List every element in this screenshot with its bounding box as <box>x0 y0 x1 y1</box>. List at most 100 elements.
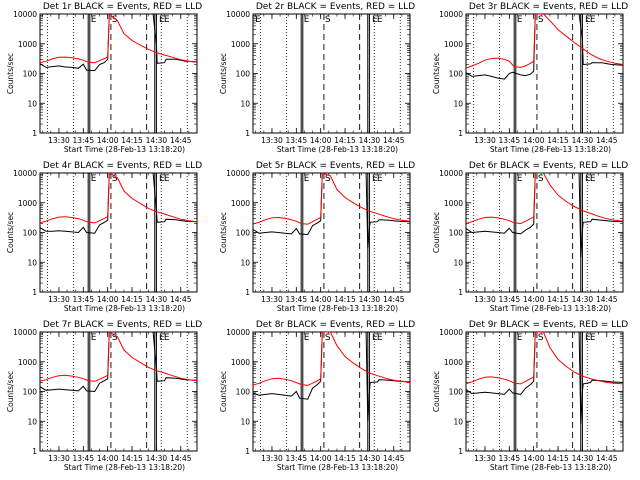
x-tick-label: 14:00 <box>523 295 545 304</box>
flag-label: S <box>112 333 118 343</box>
plot-frame <box>252 13 411 134</box>
y-tick-label: 1 <box>245 447 250 456</box>
x-tick-label: 14:00 <box>310 295 332 304</box>
panel-det-2: Det 2r BLACK = Events, RED = LLD 1 10 100 10… <box>219 2 415 154</box>
x-tick-label: 14:45 <box>170 295 192 304</box>
y-tick-label: 1 <box>458 129 463 138</box>
x-tick-label: 13:30 <box>48 454 70 463</box>
series-line-events <box>40 14 197 72</box>
y-tick-label: 10 <box>453 99 463 108</box>
flag-label: E <box>372 333 378 343</box>
x-tick-label: 14:45 <box>383 454 405 463</box>
panel-title: Det 8r BLACK = Events, RED = LLD <box>256 320 415 330</box>
x-tick-label: 14:00 <box>523 136 545 145</box>
flag-label: S <box>112 174 118 184</box>
plot-frame <box>39 172 198 293</box>
flag-label: E <box>159 15 165 25</box>
y-tick-label: 100 <box>23 388 38 397</box>
y-tick-label: 10 <box>453 258 463 267</box>
plot-frame <box>465 172 624 293</box>
y-tick-label: 100 <box>23 70 38 79</box>
y-tick-label: 10 <box>240 258 250 267</box>
x-tick-label: 14:15 <box>334 295 356 304</box>
x-tick-label: 14:45 <box>170 136 192 145</box>
x-tick-label: 13:45 <box>498 295 520 304</box>
x-tick-label: 13:45 <box>285 454 307 463</box>
y-tick-label: 100 <box>236 388 251 397</box>
y-axis-label: Counts/sec <box>219 371 228 412</box>
y-axis: 1 10 100 1000 10000 <box>13 328 197 456</box>
time-markers <box>47 332 188 451</box>
y-tick-label: 100 <box>236 70 251 79</box>
flag-label: E <box>585 333 591 343</box>
x-tick-label: 14:30 <box>572 136 594 145</box>
x-tick-label: 13:45 <box>498 454 520 463</box>
x-tick-label: 14:00 <box>310 454 332 463</box>
x-axis-label: Start Time (28-Feb-13 13:18:20) <box>490 304 611 313</box>
x-axis-label: Start Time (28-Feb-13 13:18:20) <box>490 463 611 472</box>
y-tick-label: 1000 <box>18 358 37 367</box>
series-line-lld <box>466 332 623 385</box>
x-tick-label: 13:30 <box>474 454 496 463</box>
y-axis-label: Counts/sec <box>6 212 15 253</box>
flag-label: E <box>585 15 591 25</box>
series-line-lld <box>253 173 410 225</box>
x-tick-label: 13:30 <box>48 295 70 304</box>
x-axis-label: Start Time (28-Feb-13 13:18:20) <box>64 463 185 472</box>
x-tick-label: 14:00 <box>97 136 119 145</box>
y-tick-label: 100 <box>449 229 464 238</box>
x-axis: 13:30 13:45 14:00 14:15 14:30 14:45 <box>42 14 198 145</box>
time-markers <box>47 14 188 133</box>
x-tick-label: 14:15 <box>334 454 356 463</box>
panel-det-7: Det 7r BLACK = Events, RED = LLD 1 10 100 10… <box>6 320 202 472</box>
flag-label: E <box>372 15 378 25</box>
x-tick-label: 14:30 <box>146 295 168 304</box>
flag-label: E <box>517 333 523 343</box>
x-tick-label: 14:45 <box>596 295 618 304</box>
y-axis: 1 10 100 1000 10000 <box>13 10 197 138</box>
panel-det-5: Det 5r BLACK = Events, RED = LLD 1 10 100 10… <box>219 161 415 313</box>
y-tick-label: 10 <box>27 99 37 108</box>
x-tick-label: 14:15 <box>121 136 143 145</box>
y-tick-label: 1 <box>458 288 463 297</box>
y-tick-label: 10 <box>240 99 250 108</box>
y-tick-label: 10000 <box>439 328 463 337</box>
x-tick-label: 13:45 <box>285 136 307 145</box>
x-axis: 13:30 13:45 14:00 14:15 14:30 14:45 <box>468 173 624 304</box>
x-axis: 13:30 13:45 14:00 14:15 14:30 14:45 <box>42 332 198 463</box>
series-line-events <box>253 173 410 249</box>
x-tick-label: 13:30 <box>48 136 70 145</box>
time-markers <box>260 332 401 451</box>
x-tick-label: 14:00 <box>523 454 545 463</box>
y-tick-label: 100 <box>449 388 464 397</box>
y-tick-label: 1000 <box>444 199 463 208</box>
x-tick-label: 14:15 <box>121 295 143 304</box>
flag-label: E <box>164 333 170 343</box>
flag-label: E <box>255 15 261 25</box>
y-axis-label: Counts/sec <box>432 212 441 253</box>
plot-frame <box>39 13 198 134</box>
x-tick-label: 14:45 <box>383 136 405 145</box>
flag-label: S <box>538 174 544 184</box>
x-tick-label: 14:30 <box>146 454 168 463</box>
y-axis-label: Counts/sec <box>6 371 15 412</box>
x-tick-label: 14:45 <box>596 136 618 145</box>
x-tick-label: 13:45 <box>285 295 307 304</box>
series-line-lld <box>253 332 410 386</box>
flag-label: E <box>304 15 310 25</box>
x-tick-label: 14:00 <box>97 454 119 463</box>
x-tick-label: 14:45 <box>383 295 405 304</box>
y-tick-label: 1000 <box>231 199 250 208</box>
x-tick-label: 14:30 <box>572 454 594 463</box>
series-line-events <box>466 332 623 425</box>
flag-label: E <box>159 333 165 343</box>
x-axis: 13:30 13:45 14:00 14:15 14:30 14:45 <box>468 332 624 463</box>
x-tick-label: 14:30 <box>359 454 381 463</box>
y-tick-label: 1 <box>32 129 37 138</box>
x-tick-label: 14:15 <box>334 136 356 145</box>
panel-title: Det 2r BLACK = Events, RED = LLD <box>256 2 415 12</box>
time-markers <box>473 332 614 451</box>
series-line-lld <box>466 14 623 69</box>
time-markers <box>260 14 401 133</box>
y-tick-label: 10 <box>27 258 37 267</box>
